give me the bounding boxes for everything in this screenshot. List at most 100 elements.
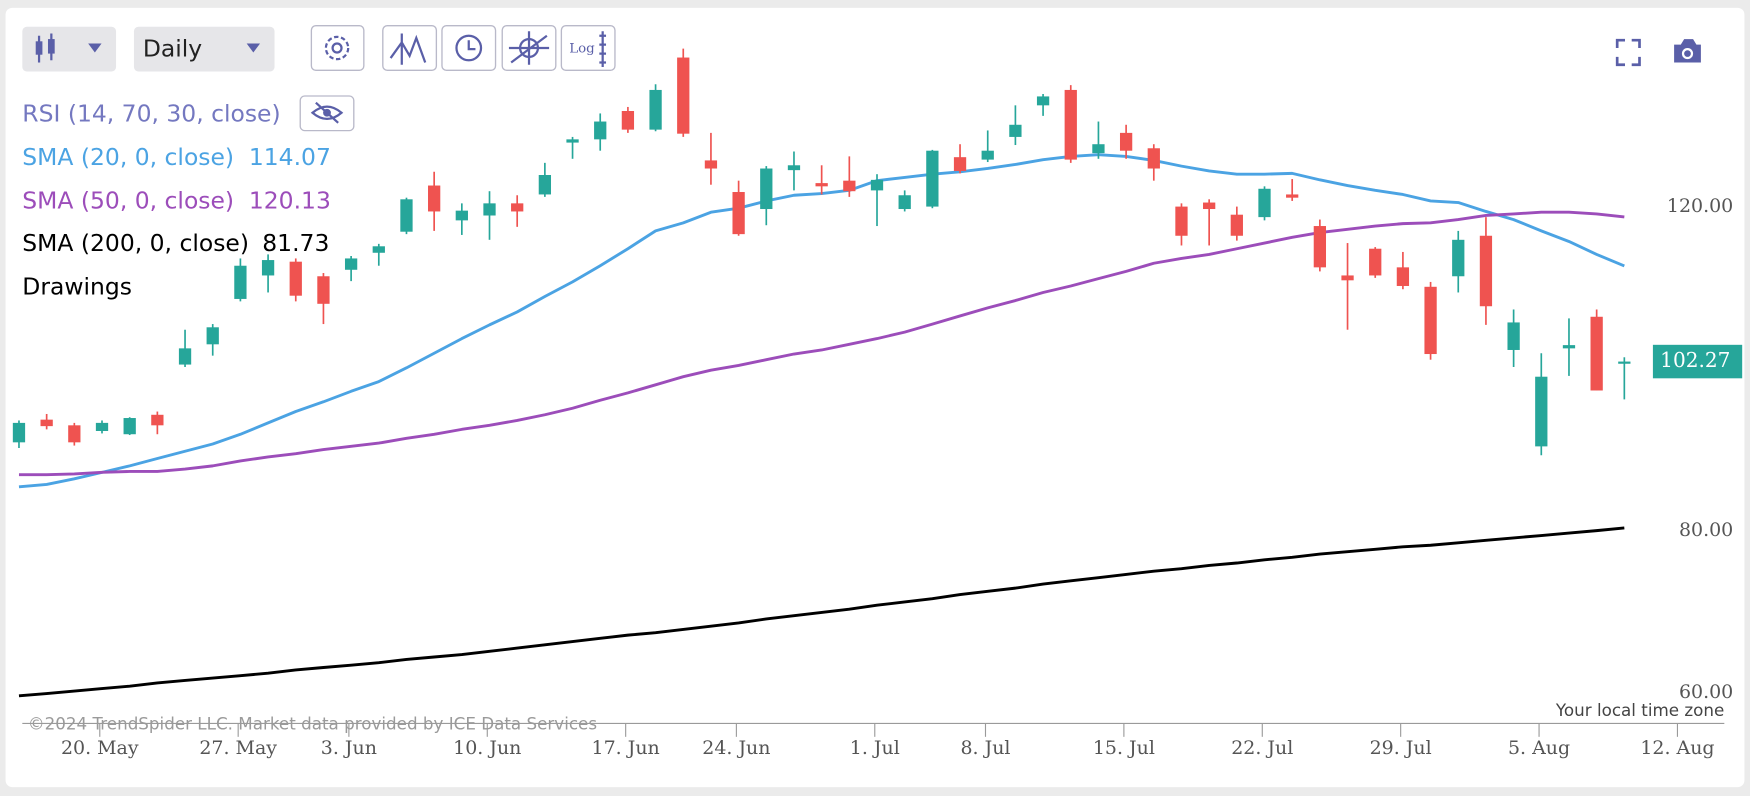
button-background bbox=[133, 26, 275, 72]
candle-body bbox=[1590, 316, 1603, 391]
candle-body bbox=[649, 89, 662, 130]
icon bbox=[47, 39, 55, 54]
y-tick-label: 60.00 bbox=[1679, 681, 1733, 703]
candle-body bbox=[95, 422, 109, 431]
icon bbox=[35, 41, 43, 55]
candle-body bbox=[732, 192, 745, 235]
candle-body bbox=[483, 203, 496, 216]
x-tick-label: 20. May bbox=[61, 737, 139, 759]
x-tick-label: 12. Aug bbox=[1640, 737, 1714, 759]
icon bbox=[1684, 50, 1691, 57]
button-background bbox=[310, 25, 365, 72]
candle-body bbox=[151, 414, 164, 426]
legend-sma-50[interactable]: SMA (50, 0, close) bbox=[22, 187, 234, 215]
interval-label: Daily bbox=[143, 35, 202, 63]
candle-body bbox=[898, 195, 911, 210]
icon bbox=[467, 40, 476, 51]
candle-body bbox=[400, 199, 413, 232]
legend-drawings[interactable]: Drawings bbox=[22, 273, 132, 301]
icon bbox=[508, 31, 550, 65]
x-tick-label: 17. Jun bbox=[592, 737, 660, 759]
candle-body bbox=[428, 185, 441, 212]
legend-sma-20[interactable]: SMA (20, 0, close) bbox=[22, 143, 234, 171]
candle-body bbox=[12, 422, 26, 443]
last-price-box bbox=[1652, 344, 1743, 379]
icon bbox=[331, 42, 343, 54]
indicator-line bbox=[18, 526, 1625, 698]
watermark: ©2024 TrendSpider LLC. Market data provi… bbox=[28, 714, 597, 734]
candle-body bbox=[317, 276, 330, 304]
candle-body bbox=[261, 260, 275, 276]
candle-body bbox=[1424, 286, 1437, 355]
candle-body bbox=[1535, 376, 1548, 447]
legend-sma-200-value: 81.73 bbox=[262, 229, 329, 257]
candle-body bbox=[1618, 361, 1631, 364]
candle-body bbox=[289, 261, 302, 296]
x-tick-label: 29. Jul bbox=[1370, 737, 1432, 759]
icon bbox=[389, 33, 427, 65]
candle-body bbox=[206, 327, 219, 345]
x-tick-label: 8. Jul bbox=[960, 737, 1010, 759]
crosshair-button[interactable] bbox=[501, 25, 557, 72]
time-button[interactable] bbox=[441, 25, 497, 72]
candle-body bbox=[1341, 275, 1354, 281]
dropdown-arrow bbox=[88, 43, 102, 53]
last-price-label: 102.27 bbox=[1660, 348, 1730, 372]
candle-body bbox=[1230, 214, 1243, 236]
indicator-line bbox=[18, 210, 1625, 477]
candle-body bbox=[511, 203, 524, 212]
chart-type-button[interactable] bbox=[22, 26, 117, 72]
candle-body bbox=[1203, 202, 1216, 210]
candle-body bbox=[787, 165, 801, 171]
candle-body bbox=[538, 175, 552, 195]
button-background bbox=[22, 26, 117, 72]
dropdown-arrow bbox=[246, 43, 261, 53]
x-tick-label: 3. Jun bbox=[321, 737, 377, 759]
chart-panel bbox=[5, 7, 1745, 788]
settings-button[interactable] bbox=[310, 25, 365, 72]
screenshot-button[interactable] bbox=[1674, 39, 1701, 63]
candle-body bbox=[1286, 194, 1299, 198]
candle-body bbox=[760, 168, 773, 210]
x-tick-label: 5. Aug bbox=[1508, 737, 1570, 759]
candle-body bbox=[1369, 248, 1382, 276]
candle-body bbox=[1147, 148, 1160, 169]
candle-body bbox=[1064, 89, 1077, 160]
candle-body bbox=[1396, 267, 1410, 286]
visibility-toggle[interactable] bbox=[299, 95, 355, 132]
legend-rsi[interactable]: RSI (14, 70, 30, close) bbox=[22, 99, 280, 127]
log-label: Log bbox=[569, 42, 595, 57]
fullscreen-button[interactable] bbox=[1615, 38, 1641, 67]
legend-sma-20-value: 114.07 bbox=[249, 143, 331, 171]
candle-body bbox=[566, 139, 579, 143]
interval-button[interactable]: Daily bbox=[133, 26, 275, 72]
icon bbox=[315, 101, 339, 124]
candle-body bbox=[677, 57, 690, 134]
candle-body bbox=[870, 179, 884, 191]
legend-sma-200[interactable]: SMA (200, 0, close) bbox=[22, 229, 249, 257]
icon bbox=[324, 35, 350, 61]
candle-body bbox=[1452, 239, 1465, 277]
x-tick-label: 27. May bbox=[199, 737, 277, 759]
candle-body bbox=[455, 210, 468, 221]
y-tick-label: 80.00 bbox=[1679, 519, 1733, 541]
candle-body bbox=[815, 183, 828, 187]
log-scale-button[interactable]: Log bbox=[560, 25, 616, 72]
y-tick-label: 120.00 bbox=[1667, 195, 1733, 217]
legend: RSI (14, 70, 30, close) SMA (20, 0, clos… bbox=[22, 95, 355, 301]
x-tick-label: 15. Jul bbox=[1093, 737, 1155, 759]
candle-body bbox=[1313, 226, 1327, 268]
candle-body bbox=[344, 258, 358, 270]
candle-body bbox=[40, 419, 53, 427]
candle-body bbox=[1258, 188, 1271, 218]
drawing-tool-button[interactable] bbox=[382, 25, 438, 72]
candle-body bbox=[1479, 235, 1493, 307]
legend-sma-50-value: 120.13 bbox=[249, 187, 331, 215]
x-tick-label: 10. Jun bbox=[453, 737, 521, 759]
candle-body bbox=[372, 246, 385, 253]
candle-body bbox=[1175, 206, 1188, 236]
candle-body bbox=[594, 121, 607, 140]
candle-body bbox=[68, 425, 81, 443]
icon bbox=[599, 31, 607, 67]
